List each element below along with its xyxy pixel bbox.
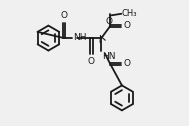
Text: HN: HN xyxy=(102,52,115,61)
Text: O: O xyxy=(88,57,95,66)
Text: O: O xyxy=(106,17,113,26)
Text: O: O xyxy=(124,22,131,30)
Text: NH: NH xyxy=(73,33,87,42)
Text: O: O xyxy=(60,11,67,20)
Text: O: O xyxy=(124,59,131,68)
Text: CH₃: CH₃ xyxy=(122,9,137,18)
